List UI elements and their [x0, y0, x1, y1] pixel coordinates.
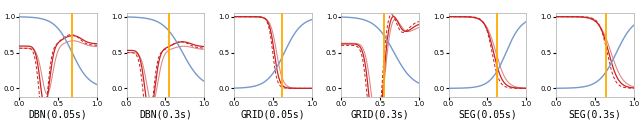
X-axis label: GRID(0.3s): GRID(0.3s)	[351, 110, 410, 120]
X-axis label: SEG(0.05s): SEG(0.05s)	[458, 110, 516, 120]
X-axis label: SEG(0.3s): SEG(0.3s)	[568, 110, 621, 120]
X-axis label: DBN(0.3s): DBN(0.3s)	[139, 110, 192, 120]
X-axis label: DBN(0.05s): DBN(0.05s)	[29, 110, 88, 120]
X-axis label: GRID(0.05s): GRID(0.05s)	[241, 110, 305, 120]
